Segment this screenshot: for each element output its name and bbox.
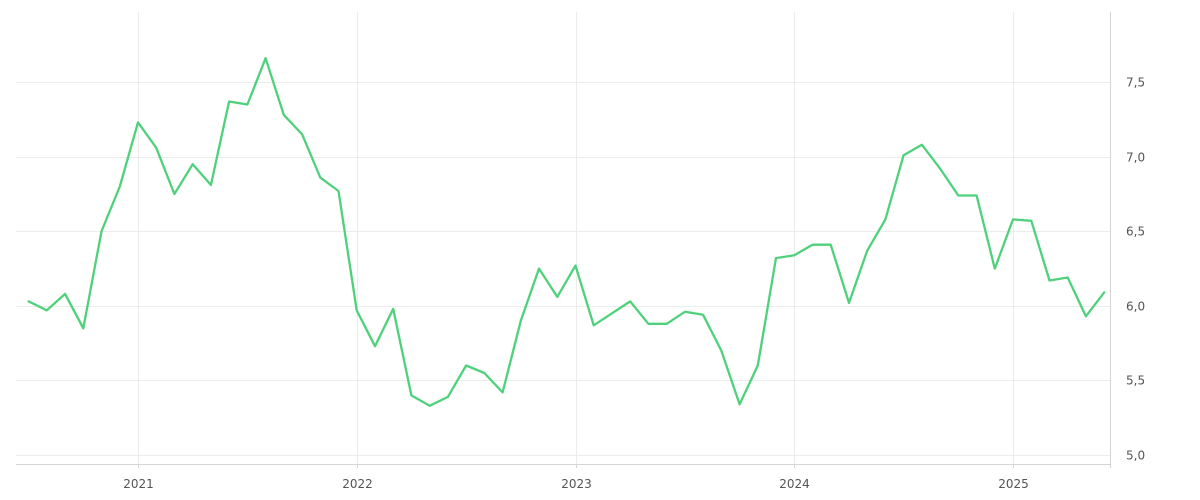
data-point — [701, 313, 705, 317]
x-tick-label: 2025 — [998, 477, 1029, 491]
series-line — [27, 57, 1106, 407]
data-point — [300, 132, 304, 136]
data-point — [154, 146, 158, 150]
tick-labels: 5,0 5,5 6,0 6,5 7,0 7,5 2021 2022 2023 2024 2025 — [123, 76, 1145, 492]
data-point — [446, 395, 450, 399]
data-point — [592, 323, 596, 327]
data-point — [847, 301, 851, 305]
data-point — [136, 120, 140, 124]
y-tick-label: 5,0 — [1126, 449, 1145, 463]
data-point — [792, 253, 796, 257]
data-point — [555, 295, 559, 299]
data-point — [738, 402, 742, 406]
axes — [16, 12, 1111, 468]
data-point — [628, 299, 632, 303]
data-point — [719, 349, 723, 353]
data-point — [774, 256, 778, 260]
data-point — [1102, 290, 1106, 294]
data-point — [519, 319, 523, 323]
data-point — [264, 56, 268, 60]
data-point — [683, 310, 687, 314]
data-point — [646, 322, 650, 326]
y-tick-label: 6,0 — [1126, 300, 1145, 314]
data-point — [191, 162, 195, 166]
data-point — [574, 264, 578, 268]
y-tick-label: 7,5 — [1126, 76, 1145, 90]
data-point — [428, 404, 432, 408]
data-point — [1066, 276, 1070, 280]
data-point — [865, 249, 869, 253]
data-point — [63, 292, 67, 296]
data-point — [45, 308, 49, 312]
data-point — [537, 267, 541, 271]
data-point — [811, 243, 815, 247]
data-point — [1084, 314, 1088, 318]
data-point — [172, 192, 176, 196]
data-point — [464, 364, 468, 368]
data-point — [81, 326, 85, 330]
data-point — [975, 194, 979, 198]
series-layer — [27, 56, 1106, 408]
y-tick-label: 5,5 — [1126, 374, 1145, 388]
x-tick-label: 2023 — [561, 477, 592, 491]
data-point — [373, 344, 377, 348]
data-point — [902, 153, 906, 157]
x-tick-label: 2022 — [342, 477, 373, 491]
data-point — [501, 390, 505, 394]
data-point — [829, 243, 833, 247]
data-point — [245, 103, 249, 107]
data-point — [993, 267, 997, 271]
data-point — [883, 217, 887, 221]
data-point — [118, 185, 122, 189]
y-tick-label: 6,5 — [1126, 225, 1145, 239]
grid — [16, 12, 1110, 464]
data-point — [756, 364, 760, 368]
data-point — [100, 229, 104, 233]
data-point — [610, 311, 614, 315]
data-point — [27, 299, 31, 303]
data-point — [482, 371, 486, 375]
data-point — [209, 183, 213, 187]
data-point — [409, 393, 413, 397]
data-point — [665, 322, 669, 326]
y-tick-label: 7,0 — [1126, 151, 1145, 165]
data-point — [227, 100, 231, 104]
data-point — [938, 167, 942, 171]
x-tick-label: 2021 — [123, 477, 154, 491]
data-point — [355, 308, 359, 312]
x-tick-label: 2024 — [779, 477, 810, 491]
data-point — [337, 189, 341, 193]
data-point — [282, 113, 286, 117]
data-point — [391, 307, 395, 311]
data-point — [920, 143, 924, 147]
data-point — [1048, 279, 1052, 283]
data-point — [1011, 217, 1015, 221]
data-point — [956, 194, 960, 198]
data-point — [1029, 219, 1033, 223]
data-point — [318, 176, 322, 180]
